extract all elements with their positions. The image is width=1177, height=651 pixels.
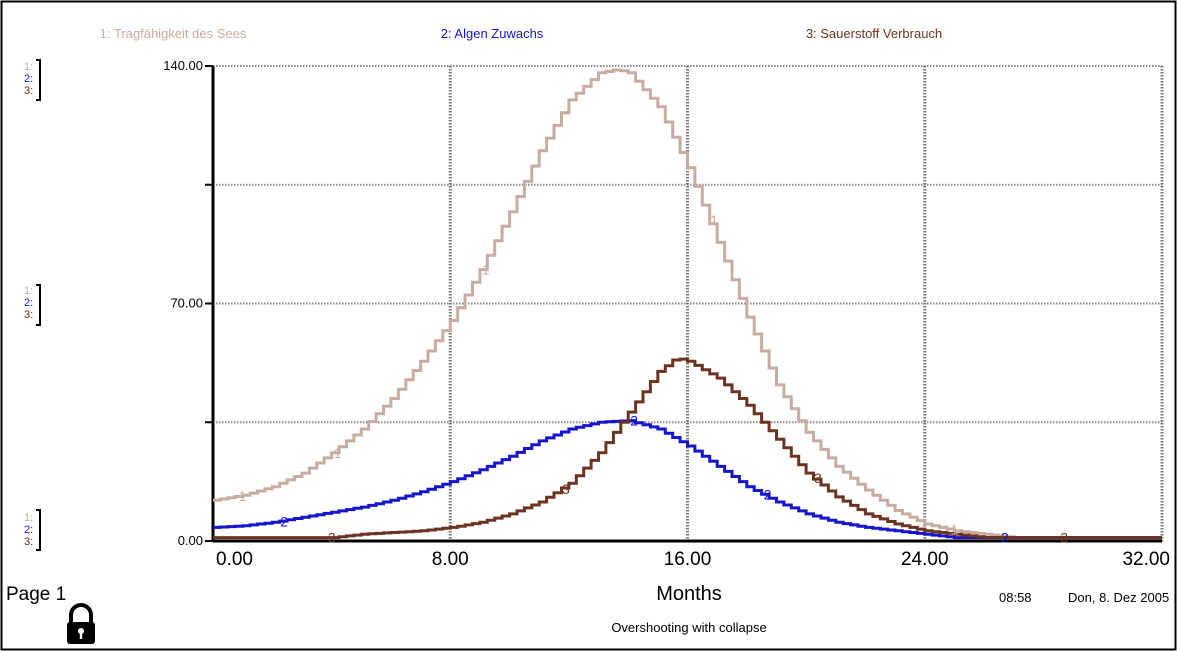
series-line-3 (213, 357, 1162, 540)
scale-marker-1: 1: (24, 285, 33, 297)
x-tick-label: 24.00 (901, 549, 949, 570)
legend-series-3: 3: Sauerstoff Verbrauch (806, 26, 942, 41)
series-marker-3: 3 (1060, 530, 1068, 546)
scale-marker-1: 1: (24, 512, 33, 524)
x-axis-title: Months (656, 583, 722, 605)
y-tick-label: 0.00 (178, 533, 203, 548)
series-marker-1: 1 (482, 262, 490, 278)
scale-marker-3: 3: (24, 85, 33, 97)
series-lines (213, 68, 1162, 540)
series-marker-2: 2 (630, 413, 638, 429)
legend-series-1: 1: Tragfähigkeit des Sees (100, 26, 247, 41)
y-tick-label: 70.00 (170, 296, 203, 311)
scale-marker-3: 3: (24, 309, 33, 321)
x-tick-labels: 0.00 8.00 16.00 24.00 32.00 (216, 549, 1170, 570)
scale-marker-1: 1: (24, 61, 33, 73)
series-marker-2: 2 (280, 513, 288, 529)
series-markers: 1 1 1 1 1 2 2 2 2 3 3 3 3 (239, 212, 1068, 546)
series-line-2 (213, 419, 1162, 540)
scale-marker-3: 3: (24, 536, 33, 548)
series-marker-3: 3 (814, 470, 822, 486)
chart-subtitle: Overshooting with collapse (611, 620, 766, 635)
scale-marker-2: 2: (24, 73, 33, 85)
legend-series-2: 2: Algen Zuwachs (441, 26, 544, 41)
series-marker-3: 3 (328, 530, 336, 546)
series-marker-1: 1 (239, 488, 247, 504)
scale-bracket-top (36, 59, 41, 101)
series-line-1 (213, 68, 1162, 540)
series-marker-1: 1 (950, 521, 958, 537)
x-tick-label: 0.00 (216, 549, 253, 570)
footer-time: 08:58 (999, 590, 1032, 605)
y-tick-labels: 140.00 70.00 0.00 (163, 58, 203, 548)
scale-marker-2: 2: (24, 297, 33, 309)
lock-icon[interactable] (67, 603, 95, 644)
x-tick-label: 16.00 (664, 549, 712, 570)
footer-date: Don, 8. Dez 2005 (1068, 590, 1169, 605)
scale-marker-2: 2: (24, 524, 33, 536)
series-marker-2: 2 (1001, 530, 1009, 546)
series-marker-1: 1 (710, 212, 718, 228)
scale-markers-middle: 1: 2: 3: (24, 284, 41, 326)
scale-bracket-bottom (36, 509, 41, 551)
scale-markers-top: 1: 2: 3: (24, 59, 41, 101)
series-marker-1: 1 (334, 445, 342, 461)
series-marker-2: 2 (764, 486, 772, 502)
x-tick-label: 8.00 (432, 549, 469, 570)
grid-lines (213, 65, 1164, 541)
x-tick-label: 32.00 (1122, 549, 1170, 570)
y-tick-label: 140.00 (163, 58, 203, 73)
scale-bracket-middle (36, 284, 41, 326)
page-label[interactable]: Page 1 (6, 584, 66, 605)
series-marker-3: 3 (562, 481, 570, 497)
scale-markers-bottom: 1: 2: 3: (24, 509, 41, 551)
axes (205, 65, 1162, 543)
